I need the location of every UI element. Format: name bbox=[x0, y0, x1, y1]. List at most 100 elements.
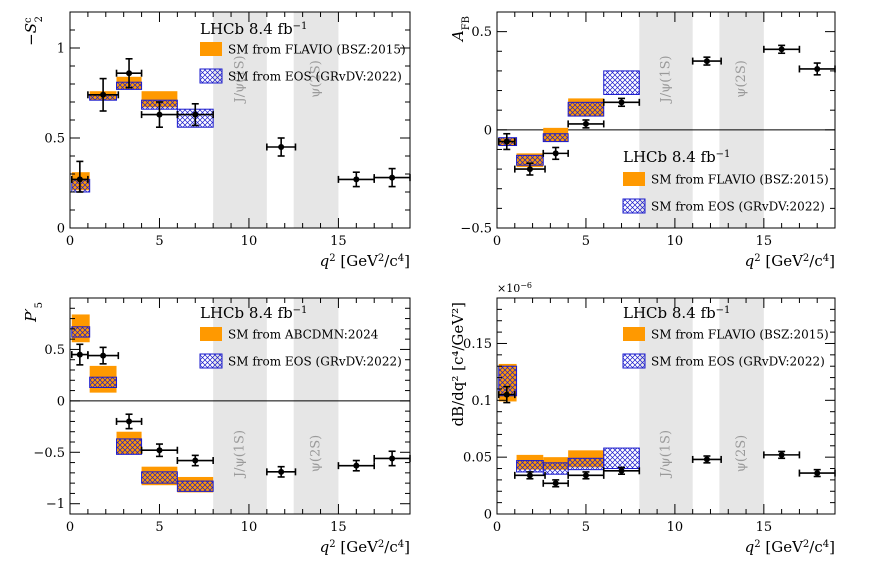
data-point bbox=[115, 413, 143, 430]
eos-prediction-box bbox=[603, 70, 640, 95]
x-tick-label: 0 bbox=[66, 520, 74, 535]
y-tick-label: 0.5 bbox=[44, 132, 65, 147]
legend-item-flavio: SM from FLAVIO (BSZ:2015) bbox=[200, 42, 406, 57]
legend-swatch-flavio bbox=[200, 42, 222, 56]
legend-swatch-eos bbox=[199, 353, 223, 369]
y-tick-label: 0.1 bbox=[471, 394, 492, 409]
y-axis-label: dB/dq² [c⁴/GeV²] bbox=[449, 302, 467, 427]
data-point bbox=[542, 479, 569, 488]
veto-label: J/ψ(1S) bbox=[233, 430, 248, 479]
data-marker bbox=[76, 176, 83, 183]
data-marker bbox=[778, 46, 785, 53]
legend-item-eos: SM from EOS (GRvDV:2022) bbox=[199, 353, 402, 369]
panel-top-left: J/ψ(1S) ψ(2S) 0 5 10 15 0 0.5 1 q2 [GeV2/c4] −Sc2 L… bbox=[22, 11, 411, 270]
y-tick-label: −0.5 bbox=[460, 222, 492, 237]
y-tick-label: 0 bbox=[57, 394, 65, 409]
data-marker bbox=[353, 462, 360, 469]
data-point bbox=[497, 132, 516, 151]
experiment-label: LHCb 8.4 fb−1 bbox=[623, 148, 730, 166]
y-tick-label: 0.5 bbox=[471, 25, 492, 40]
experiment-label: LHCb 8.4 fb−1 bbox=[200, 20, 307, 38]
legend-label: SM from EOS (GRvDV:2022) bbox=[651, 200, 825, 214]
data-point bbox=[176, 103, 214, 127]
eos-prediction-box bbox=[567, 101, 605, 117]
veto-label: J/ψ(1S) bbox=[659, 55, 674, 104]
data-marker bbox=[778, 451, 785, 458]
veto-band bbox=[213, 298, 267, 514]
legend-swatch-flavio bbox=[623, 327, 645, 341]
x-tick-label: 15 bbox=[330, 234, 347, 249]
x-tick-label: 10 bbox=[241, 520, 258, 535]
data-point bbox=[373, 167, 411, 188]
data-point bbox=[798, 62, 836, 76]
data-marker bbox=[126, 418, 133, 425]
plot-frame bbox=[496, 11, 836, 229]
veto-label: ψ(2S) bbox=[734, 60, 749, 98]
data-point bbox=[691, 56, 722, 66]
data-marker bbox=[703, 58, 710, 65]
legend-item-eos: SM from EOS (GRvDV:2022) bbox=[622, 353, 825, 369]
y-tick-label: −0.5 bbox=[33, 446, 65, 461]
data-point bbox=[266, 465, 297, 478]
data-marker bbox=[503, 138, 510, 145]
data-marker bbox=[192, 457, 199, 464]
x-tick-label: 0 bbox=[66, 234, 74, 249]
x-axis-label: q2 [GeV2/c4] bbox=[745, 252, 835, 270]
veto-label: J/ψ(1S) bbox=[659, 430, 674, 479]
x-tick-label: 0 bbox=[493, 234, 501, 249]
eos-prediction-box bbox=[116, 438, 143, 455]
veto-band bbox=[293, 12, 339, 228]
data-marker bbox=[618, 467, 625, 474]
data-point bbox=[691, 455, 722, 464]
eos-prediction-box bbox=[71, 326, 91, 338]
x-tick-label: 15 bbox=[330, 520, 347, 535]
x-axis-label: q2 [GeV2/c4] bbox=[745, 538, 835, 556]
eos-prediction-box bbox=[141, 471, 178, 484]
veto-band bbox=[719, 12, 764, 228]
legend-label: SM from FLAVIO (BSZ:2015) bbox=[228, 43, 406, 57]
legend-swatch-eos bbox=[622, 198, 646, 214]
data-point bbox=[266, 137, 297, 157]
data-marker bbox=[526, 472, 533, 479]
data-point bbox=[115, 57, 143, 89]
data-marker bbox=[582, 120, 589, 127]
data-point bbox=[176, 454, 214, 467]
eos-prediction-box bbox=[603, 447, 640, 470]
panel-bottom-left: J/ψ(1S) ψ(2S) 0 5 10 15 −1 −0.5 0 0.5 q2 [GeV2/c4]… bbox=[22, 297, 411, 556]
veto-label: J/ψ(1S) bbox=[233, 55, 248, 104]
y-axis-label: P′5 bbox=[22, 302, 45, 323]
experiment-label: LHCb 8.4 fb−1 bbox=[623, 304, 730, 322]
axis-multiplier: ×10−6 bbox=[497, 281, 532, 296]
veto-band bbox=[719, 298, 764, 514]
data-point bbox=[567, 119, 605, 129]
data-point bbox=[70, 160, 89, 193]
data-marker bbox=[582, 472, 589, 479]
y-tick-label: −1 bbox=[46, 497, 65, 512]
x-axis-label: q2 [GeV2/c4] bbox=[320, 252, 410, 270]
veto-label: ψ(2S) bbox=[309, 60, 324, 98]
legend-item-eos: SM from EOS (GRvDV:2022) bbox=[199, 68, 402, 84]
legend-swatch-eos bbox=[199, 68, 223, 84]
data-marker bbox=[76, 351, 83, 358]
x-axis-label: q2 [GeV2/c4] bbox=[320, 538, 410, 556]
eos-prediction-box bbox=[89, 376, 118, 388]
data-point bbox=[798, 468, 836, 478]
data-marker bbox=[389, 455, 396, 462]
x-tick-label: 10 bbox=[667, 520, 684, 535]
x-tick-label: 5 bbox=[155, 234, 163, 249]
y-tick-label: 0.05 bbox=[463, 451, 492, 466]
veto-band bbox=[293, 298, 339, 514]
data-point bbox=[70, 343, 89, 366]
data-point bbox=[373, 450, 411, 467]
veto-label: ψ(2S) bbox=[734, 435, 749, 473]
panel-top-right: J/ψ(1S) ψ(2S)0 5 10 15−0.500.5q2 [GeV2/c4]AF… bbox=[449, 11, 836, 270]
x-tick-label: 15 bbox=[756, 520, 773, 535]
panel-bottom-right: J/ψ(1S) ψ(2S) 0 5 10 15 0 0.05 0.1 0.15 q2 [GeV2/c… bbox=[449, 281, 836, 556]
eos-prediction-box bbox=[498, 365, 518, 397]
legend-item-eos: SM from EOS (GRvDV:2022) bbox=[622, 198, 825, 214]
eos-prediction-box bbox=[516, 460, 544, 473]
legend-label: SM from FLAVIO (BSZ:2015) bbox=[651, 328, 829, 342]
eos-prediction-box bbox=[176, 480, 214, 492]
data-point bbox=[87, 77, 120, 112]
